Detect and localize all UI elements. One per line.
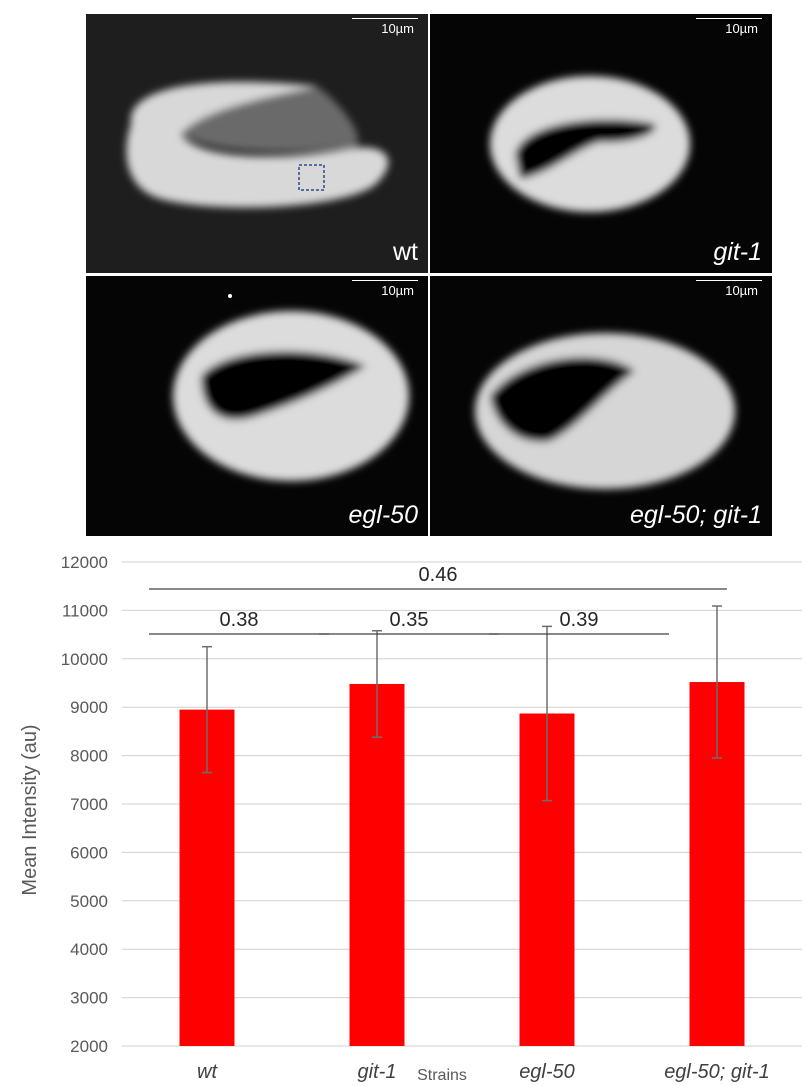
x-tick-label: egl-50 — [519, 1061, 575, 1083]
scale-label: 10µm — [725, 283, 758, 298]
significance-brackets: 0.38 0.35 0.39 0.46 — [149, 564, 727, 635]
embryo-egl-50-image — [173, 294, 409, 481]
micrograph-git-1: 10µm git-1 — [430, 14, 772, 273]
y-tick-label: 7000 — [70, 795, 108, 814]
y-tick-label: 4000 — [70, 940, 108, 959]
p-value-label: 0.38 — [220, 609, 259, 631]
scale-label: 10µm — [381, 283, 414, 298]
panel-label-git-1: git-1 — [713, 238, 762, 266]
micrograph-wt: 10µm wt — [86, 14, 428, 273]
intensity-bar-chart: 2000 3000 4000 5000 6000 7000 8000 9000 10000 110… — [19, 553, 802, 1084]
bars — [179, 682, 745, 1046]
y-axis-label: Mean Intensity (au) — [19, 724, 41, 895]
panel-label-egl-50-git-1: egl-50; git-1 — [629, 501, 762, 529]
p-value-label: 0.35 — [390, 609, 429, 631]
x-axis-label: Strains — [417, 1067, 467, 1084]
x-tick-label: git-1 — [358, 1061, 397, 1083]
embryo-wt-image — [126, 81, 389, 208]
y-tick-label: 11000 — [62, 601, 108, 620]
y-tick-label: 6000 — [70, 843, 108, 862]
bar-git-1 — [349, 683, 405, 1046]
scale-bar — [696, 18, 762, 19]
panel-label-wt: wt — [393, 238, 418, 266]
y-tick-label: 10000 — [61, 650, 108, 669]
p-value-label: 0.46 — [419, 564, 458, 586]
scale-label: 10µm — [725, 21, 758, 36]
y-tick-label: 8000 — [70, 747, 108, 766]
y-tick-labels: 2000 3000 4000 5000 6000 7000 8000 9000 10000 110… — [61, 553, 108, 1056]
x-tick-label: egl-50; git-1 — [664, 1061, 770, 1083]
y-tick-label: 3000 — [70, 989, 108, 1008]
y-tick-label: 5000 — [70, 892, 108, 911]
error-bars — [202, 605, 722, 802]
gridlines — [122, 561, 802, 1047]
embryo-git-1-image — [490, 76, 690, 212]
micrograph-egl-50: 10µm egl-50 — [86, 276, 428, 536]
panel-label-egl-50: egl-50 — [348, 501, 419, 529]
embryo-egl-50-git-1-image — [475, 333, 735, 489]
x-tick-label: wt — [197, 1061, 218, 1083]
roi-box — [298, 164, 325, 191]
micrograph-grid: 10µm wt 10µm git-1 10µm egl-50 — [86, 14, 772, 536]
y-tick-label: 2000 — [70, 1037, 108, 1056]
scale-label: 10µm — [381, 21, 414, 36]
scale-bar — [352, 18, 418, 19]
x-tick-labels: wt git-1 egl-50 egl-50; git-1 — [197, 1061, 770, 1083]
y-tick-label: 9000 — [70, 698, 108, 717]
micrograph-egl-50-git-1: 10µm egl-50; git-1 — [430, 276, 772, 536]
y-tick-label: 12000 — [61, 553, 108, 572]
scale-bar — [352, 280, 418, 281]
scale-bar — [696, 280, 762, 281]
p-value-label: 0.39 — [560, 609, 599, 631]
